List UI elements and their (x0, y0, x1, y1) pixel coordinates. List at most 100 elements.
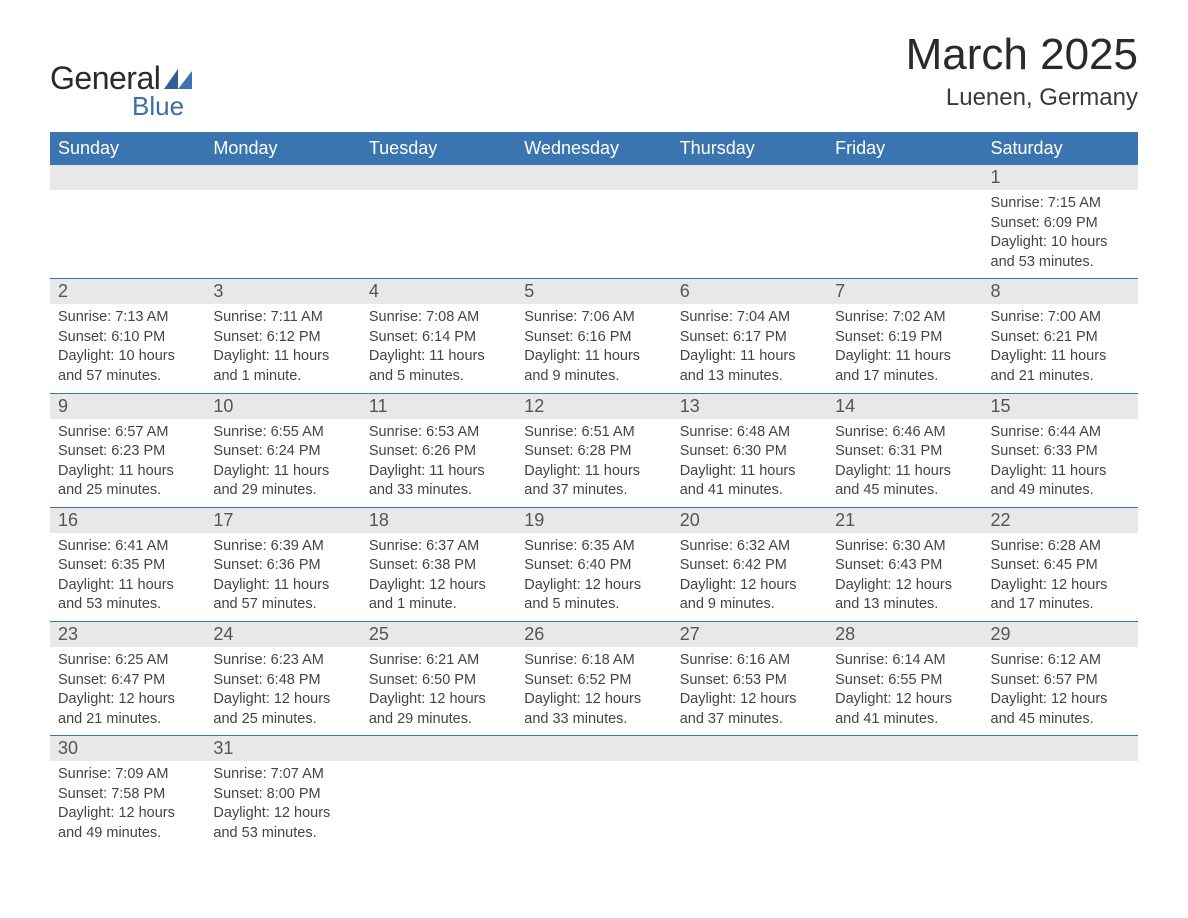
daylight-line1: Daylight: 11 hours (369, 347, 508, 367)
logo-flag-icon (164, 69, 192, 89)
daylight-line2: and 17 minutes. (991, 595, 1130, 615)
day-details: Sunrise: 6:51 AMSunset: 6:28 PMDaylight:… (516, 419, 671, 507)
day-number-cell: 13 (672, 393, 827, 419)
day-number: 14 (827, 394, 982, 419)
day-number: 6 (672, 279, 827, 304)
sunrise-text: Sunrise: 6:35 AM (524, 537, 663, 557)
day-number: 18 (361, 508, 516, 533)
sunrise-text: Sunrise: 6:21 AM (369, 651, 508, 671)
sunrise-text: Sunrise: 6:39 AM (213, 537, 352, 557)
day-number-cell: 24 (205, 622, 360, 648)
day-details: Sunrise: 6:32 AMSunset: 6:42 PMDaylight:… (672, 533, 827, 621)
sunrise-text: Sunrise: 7:07 AM (213, 765, 352, 785)
day-number: 27 (672, 622, 827, 647)
day-cell (672, 761, 827, 849)
daylight-line1: Daylight: 10 hours (58, 347, 197, 367)
day-number-cell (361, 165, 516, 190)
day-number: 25 (361, 622, 516, 647)
day-details: Sunrise: 6:41 AMSunset: 6:35 PMDaylight:… (50, 533, 205, 621)
day-cell (50, 190, 205, 279)
day-number (361, 747, 516, 751)
day-number-cell: 7 (827, 279, 982, 305)
sunset-text: Sunset: 6:10 PM (58, 328, 197, 348)
daylight-line1: Daylight: 11 hours (213, 576, 352, 596)
daylight-line2: and 33 minutes. (524, 710, 663, 730)
sunrise-text: Sunrise: 7:02 AM (835, 308, 974, 328)
day-number-cell: 3 (205, 279, 360, 305)
day-number: 13 (672, 394, 827, 419)
weekday-header: Thursday (672, 132, 827, 165)
daylight-line2: and 5 minutes. (524, 595, 663, 615)
sunrise-text: Sunrise: 7:11 AM (213, 308, 352, 328)
day-cell (361, 761, 516, 849)
day-cell: Sunrise: 6:53 AMSunset: 6:26 PMDaylight:… (361, 419, 516, 508)
day-number-cell: 31 (205, 736, 360, 762)
sunset-text: Sunset: 6:28 PM (524, 442, 663, 462)
daylight-line2: and 1 minute. (213, 367, 352, 387)
sunrise-text: Sunrise: 6:48 AM (680, 423, 819, 443)
day-number: 5 (516, 279, 671, 304)
weekday-header: Tuesday (361, 132, 516, 165)
day-number-cell (672, 736, 827, 762)
sunset-text: Sunset: 6:30 PM (680, 442, 819, 462)
day-number-cell: 27 (672, 622, 827, 648)
day-cell: Sunrise: 6:46 AMSunset: 6:31 PMDaylight:… (827, 419, 982, 508)
day-body-row: Sunrise: 7:15 AMSunset: 6:09 PMDaylight:… (50, 190, 1138, 279)
day-number-cell (516, 736, 671, 762)
daylight-line2: and 13 minutes. (835, 595, 974, 615)
weekday-header-row: Sunday Monday Tuesday Wednesday Thursday… (50, 132, 1138, 165)
day-number (516, 176, 671, 180)
sunset-text: Sunset: 6:33 PM (991, 442, 1130, 462)
daylight-line1: Daylight: 12 hours (524, 690, 663, 710)
day-number: 22 (983, 508, 1138, 533)
sunset-text: Sunset: 8:00 PM (213, 785, 352, 805)
day-cell: Sunrise: 6:48 AMSunset: 6:30 PMDaylight:… (672, 419, 827, 508)
day-cell: Sunrise: 6:28 AMSunset: 6:45 PMDaylight:… (983, 533, 1138, 622)
day-number (516, 747, 671, 751)
daylight-line1: Daylight: 11 hours (213, 347, 352, 367)
day-number: 7 (827, 279, 982, 304)
day-number: 4 (361, 279, 516, 304)
daylight-line2: and 57 minutes. (58, 367, 197, 387)
day-details: Sunrise: 6:18 AMSunset: 6:52 PMDaylight:… (516, 647, 671, 735)
day-details: Sunrise: 6:35 AMSunset: 6:40 PMDaylight:… (516, 533, 671, 621)
day-number: 21 (827, 508, 982, 533)
daylight-line1: Daylight: 11 hours (58, 576, 197, 596)
daylight-line1: Daylight: 11 hours (524, 347, 663, 367)
day-details: Sunrise: 6:55 AMSunset: 6:24 PMDaylight:… (205, 419, 360, 507)
day-number (672, 176, 827, 180)
day-cell (205, 190, 360, 279)
day-number: 26 (516, 622, 671, 647)
daylight-line2: and 53 minutes. (991, 253, 1130, 273)
sunset-text: Sunset: 6:09 PM (991, 214, 1130, 234)
sunrise-text: Sunrise: 6:41 AM (58, 537, 197, 557)
day-number: 23 (50, 622, 205, 647)
day-number-cell: 2 (50, 279, 205, 305)
sunset-text: Sunset: 6:48 PM (213, 671, 352, 691)
daylight-line1: Daylight: 12 hours (680, 576, 819, 596)
day-number: 20 (672, 508, 827, 533)
sunrise-text: Sunrise: 6:32 AM (680, 537, 819, 557)
day-cell (361, 190, 516, 279)
daylight-line1: Daylight: 11 hours (991, 347, 1130, 367)
daylight-line1: Daylight: 11 hours (680, 462, 819, 482)
sunrise-text: Sunrise: 6:55 AM (213, 423, 352, 443)
sunrise-text: Sunrise: 6:23 AM (213, 651, 352, 671)
sunset-text: Sunset: 6:36 PM (213, 556, 352, 576)
sunrise-text: Sunrise: 7:00 AM (991, 308, 1130, 328)
day-details (672, 800, 827, 810)
day-details: Sunrise: 6:44 AMSunset: 6:33 PMDaylight:… (983, 419, 1138, 507)
logo: General Blue (50, 60, 192, 122)
day-number-cell: 9 (50, 393, 205, 419)
day-details: Sunrise: 6:14 AMSunset: 6:55 PMDaylight:… (827, 647, 982, 735)
daylight-line1: Daylight: 12 hours (58, 690, 197, 710)
day-body-row: Sunrise: 6:25 AMSunset: 6:47 PMDaylight:… (50, 647, 1138, 736)
sunset-text: Sunset: 6:57 PM (991, 671, 1130, 691)
day-number-cell (205, 165, 360, 190)
daylight-line1: Daylight: 12 hours (991, 576, 1130, 596)
day-number-cell (983, 736, 1138, 762)
day-details: Sunrise: 7:07 AMSunset: 8:00 PMDaylight:… (205, 761, 360, 849)
sunset-text: Sunset: 6:38 PM (369, 556, 508, 576)
day-number-cell: 26 (516, 622, 671, 648)
sunrise-text: Sunrise: 7:04 AM (680, 308, 819, 328)
